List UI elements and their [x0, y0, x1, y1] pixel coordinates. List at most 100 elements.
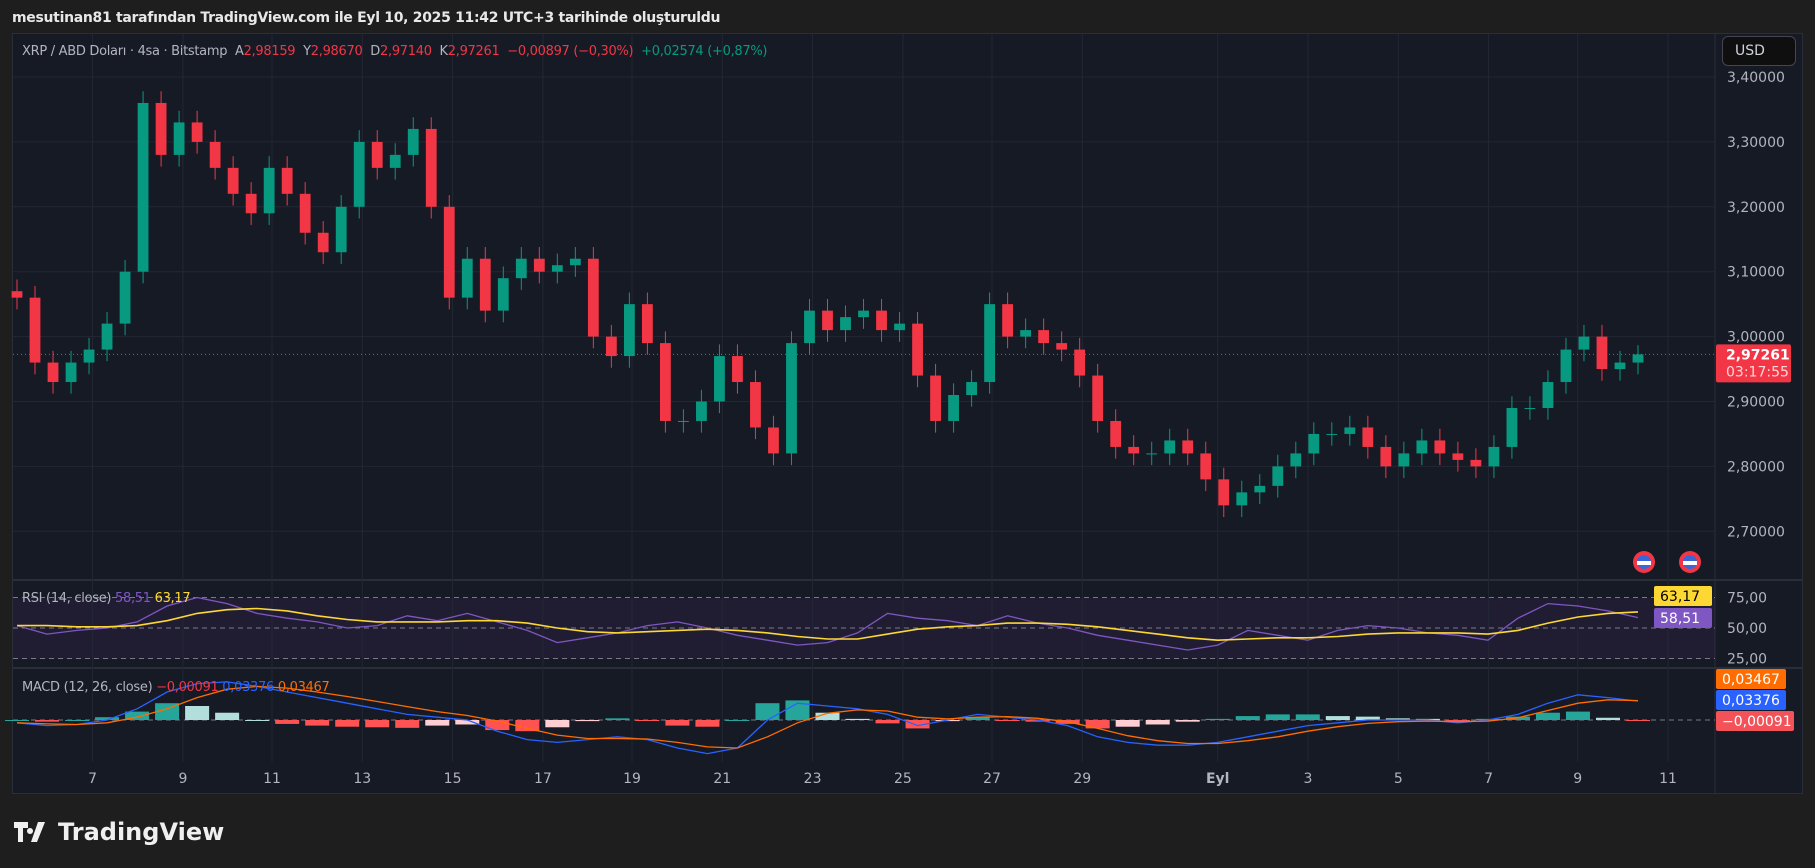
candle-body — [786, 343, 797, 454]
candle-body — [1434, 440, 1446, 454]
candle — [299, 182, 311, 245]
candle-body — [1092, 375, 1104, 421]
candle-body — [1110, 420, 1122, 447]
candle-body — [894, 323, 905, 331]
change-value: −0,00897 (−0,30%) — [507, 44, 634, 59]
candle-body — [1326, 433, 1338, 435]
macd-histogram-bar — [425, 720, 450, 726]
macd-histogram-bar — [665, 720, 690, 726]
low-label: D — [370, 44, 381, 59]
candle — [569, 247, 581, 277]
candle — [515, 247, 527, 290]
us-flag-event-icon[interactable] — [1679, 551, 1701, 573]
candle — [371, 130, 383, 180]
candle-body — [389, 154, 401, 168]
candle — [768, 415, 779, 466]
candle — [1596, 324, 1608, 381]
macd-histogram-bar — [125, 711, 150, 720]
candle — [263, 156, 275, 225]
macd-histogram-bar — [95, 717, 120, 720]
candle-body — [407, 128, 419, 155]
candle — [533, 247, 545, 284]
us-flag-event-icon[interactable] — [1633, 551, 1655, 573]
macd-histogram-bar — [305, 720, 330, 726]
candle-body — [858, 310, 869, 318]
candle-body — [209, 141, 221, 168]
rsi-tag-text: 58,51 — [1660, 611, 1700, 627]
candle — [209, 130, 221, 180]
macd-tag-text: −0,00091 — [1722, 714, 1792, 730]
time-axis-label: 3 — [1304, 771, 1313, 787]
candle — [930, 363, 941, 433]
candle-body — [1182, 440, 1194, 454]
logo-text: TradingView — [58, 818, 225, 846]
flag-stripe — [1637, 561, 1651, 565]
open-label: A — [235, 44, 244, 59]
countdown-timer: 03:17:55 — [1726, 364, 1789, 380]
time-axis-label: 21 — [713, 771, 731, 787]
candle-body — [353, 141, 365, 207]
macd-histogram-bar — [1265, 714, 1290, 720]
time-axis-label: 13 — [353, 771, 371, 787]
rsi-legend[interactable]: RSI (14, close) 58,51 63,17 — [22, 591, 191, 606]
candle-body — [1470, 459, 1482, 467]
tradingview-logo-icon — [14, 822, 45, 842]
macd-signal-line — [16, 685, 1639, 749]
symbol-title[interactable]: XRP / ABD Doları · 4sa · Bitstamp — [22, 44, 228, 59]
time-axis-label: 27 — [983, 771, 1001, 787]
candle-body — [1452, 453, 1464, 460]
macd-histogram-bar — [845, 718, 870, 720]
candle-body — [1398, 453, 1410, 467]
tradingview-logo[interactable]: TradingView — [14, 818, 224, 846]
low-value: 2,97140 — [380, 44, 432, 59]
time-axis-label: 15 — [444, 771, 462, 787]
macd-legend[interactable]: MACD (12, 26, close) −0,00091 0,03376 0,… — [22, 680, 330, 695]
candle-body — [1488, 446, 1500, 467]
candle — [1254, 474, 1266, 505]
candle-body — [659, 343, 671, 421]
candle-body — [281, 167, 293, 194]
price-axis-label: 3,20000 — [1727, 200, 1785, 216]
candle-body — [515, 258, 527, 279]
symbol-legend: XRP / ABD Doları · 4sa · Bitstamp A2,981… — [22, 44, 771, 59]
candle — [1308, 422, 1320, 466]
macd-histogram-bar — [1325, 716, 1350, 720]
rsi-title: RSI (14, close) — [22, 591, 112, 606]
candle — [389, 143, 401, 180]
candle — [407, 117, 419, 167]
time-axis-label: 9 — [1573, 771, 1582, 787]
candle — [1164, 428, 1176, 466]
macd-hist-value: −0,00091 — [156, 680, 219, 695]
candle-body — [822, 310, 833, 331]
candle-body — [1218, 479, 1230, 506]
macd-line-value: 0,03376 — [222, 680, 274, 695]
macd-histogram-bar — [995, 720, 1020, 721]
candle-body — [1596, 336, 1608, 370]
macd-histogram-bar — [1145, 720, 1170, 725]
candle — [1182, 428, 1194, 466]
macd-histogram-bar — [1115, 720, 1140, 727]
macd-histogram-bar — [725, 720, 750, 721]
candle — [1092, 363, 1104, 433]
candle-body — [1380, 446, 1392, 467]
price-axis-label: 2,70000 — [1727, 524, 1785, 540]
candle — [678, 409, 689, 433]
candle-body — [47, 362, 59, 383]
candle — [191, 110, 203, 154]
close-value: 2,97261 — [447, 44, 500, 59]
candle-body — [1038, 330, 1050, 344]
macd-histogram-bar — [1565, 711, 1590, 720]
candle-body — [714, 356, 725, 402]
candle-body — [1344, 427, 1356, 434]
rsi-ma-tag — [1654, 586, 1712, 606]
candle — [623, 292, 635, 368]
price-axis-label: 3,10000 — [1727, 265, 1785, 281]
candle — [1632, 345, 1644, 375]
macd-histogram-bar — [1205, 718, 1230, 720]
macd-histogram-bar — [1355, 716, 1380, 720]
candle — [804, 298, 815, 355]
currency-button[interactable]: USD — [1722, 36, 1796, 66]
candle-body — [461, 258, 473, 298]
time-axis-label: 17 — [534, 771, 552, 787]
